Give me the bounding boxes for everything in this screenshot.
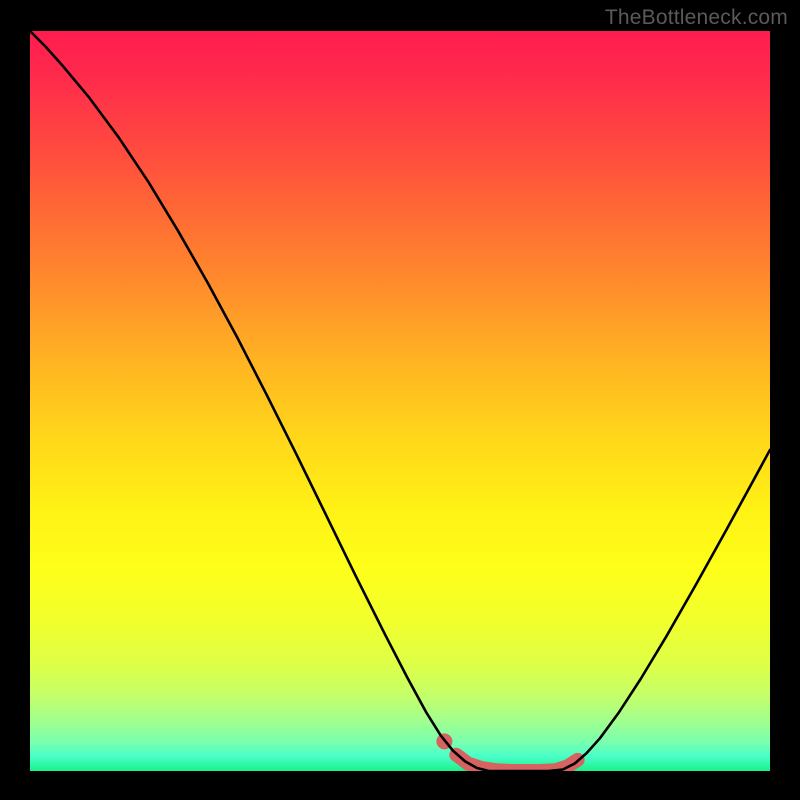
- chart-container: TheBottleneck.com: [0, 0, 800, 800]
- plot-area: [30, 31, 770, 771]
- attribution-label: TheBottleneck.com: [605, 6, 788, 30]
- bottleneck-curve: [30, 31, 770, 771]
- curve-path: [30, 31, 770, 771]
